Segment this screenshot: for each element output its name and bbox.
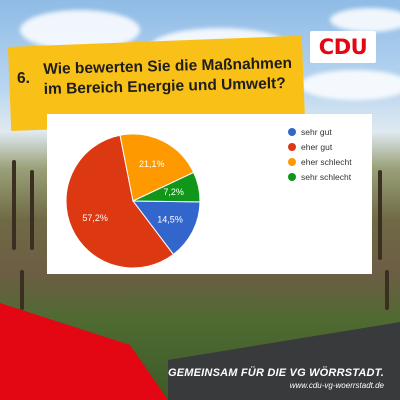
- legend-label: sehr schlecht: [301, 171, 352, 182]
- legend-item: eher schlecht: [288, 154, 352, 169]
- legend-swatch: [288, 172, 296, 181]
- legend-swatch: [288, 127, 296, 136]
- cloud: [300, 70, 400, 100]
- vine-post: [20, 270, 24, 310]
- footer-tagline: GEMEINSAM FÜR DIE VG WÖRRSTADT.: [167, 367, 384, 379]
- legend-item: eher gut: [288, 139, 352, 154]
- legend-label: eher gut: [301, 141, 333, 152]
- legend-item: sehr gut: [288, 124, 352, 139]
- legend-swatch: [288, 157, 296, 166]
- cdu-logo: CDU: [310, 31, 376, 63]
- legend-item: sehr schlecht: [288, 169, 352, 184]
- footer-band: [168, 322, 400, 400]
- cloud: [330, 8, 400, 32]
- vine-post: [385, 270, 389, 310]
- legend-label: eher schlecht: [301, 156, 352, 167]
- legend-label: sehr gut: [301, 126, 332, 137]
- vine-post: [378, 170, 382, 260]
- chart-legend: sehr gut eher gut eher schlecht sehr schlec…: [288, 124, 352, 184]
- vine-post: [12, 160, 16, 250]
- red-corner: [0, 303, 168, 400]
- cdu-logo-text: CDU: [318, 35, 368, 59]
- vine-post: [30, 170, 34, 250]
- question-number: 6.: [17, 70, 30, 87]
- footer-url: www.cdu-vg-woerrstadt.de: [289, 381, 384, 390]
- legend-swatch: [288, 142, 296, 151]
